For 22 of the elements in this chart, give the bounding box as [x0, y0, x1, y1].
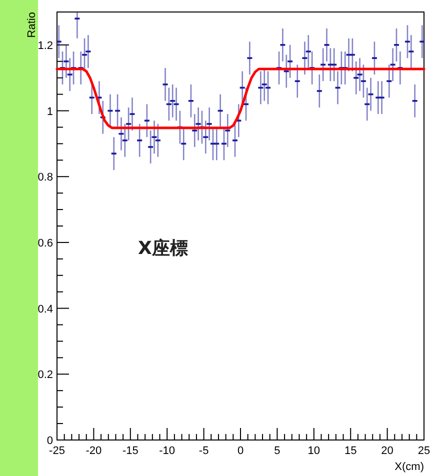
y-tick-label: 0.2 [38, 369, 53, 382]
x-tick-label: 5 [274, 445, 280, 457]
x-tick-label: -5 [198, 445, 209, 457]
y-axis-title: Ratio [26, 12, 38, 38]
x-tick-label: -20 [86, 445, 102, 457]
x-tick-label: 25 [418, 445, 430, 457]
annotation: X座標 [138, 238, 188, 259]
x-tick-label: 15 [344, 445, 357, 457]
y-tick-label: 0.8 [38, 172, 53, 184]
y-tick-label: 0.6 [38, 237, 53, 250]
x-axis-title: X(cm) [394, 461, 424, 473]
x-tick-label: 10 [308, 445, 320, 457]
x-tick-label: -15 [122, 445, 138, 457]
y-tick-label: 1 [46, 106, 53, 118]
y-tick-label: 0.4 [38, 303, 53, 316]
y-tick-label: 1.2 [38, 40, 53, 52]
x-tick-label: -10 [159, 445, 176, 457]
x-tick-label: 20 [381, 445, 394, 457]
x-tick-label: -25 [49, 445, 65, 457]
x-tick-label: 0 [237, 445, 244, 457]
y-tick-label: 0 [46, 435, 53, 447]
line-series [56, 68, 426, 130]
